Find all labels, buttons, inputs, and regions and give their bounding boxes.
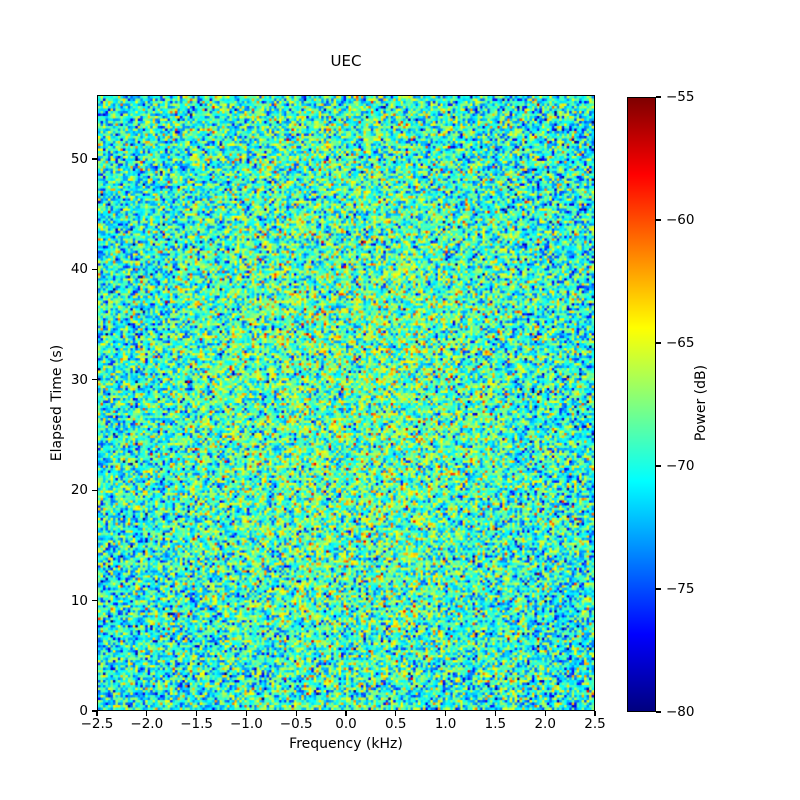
x-tick-label: 1.0 bbox=[434, 716, 457, 732]
x-tick-mark bbox=[96, 711, 98, 716]
chart-title: UEC bbox=[330, 52, 362, 70]
colorbar-tick-label: −65 bbox=[666, 335, 695, 351]
colorbar-tick-mark bbox=[656, 96, 661, 98]
x-tick-label: −0.5 bbox=[279, 716, 313, 732]
x-tick-mark bbox=[395, 711, 397, 716]
y-tick-mark bbox=[92, 600, 97, 602]
y-tick-mark bbox=[92, 268, 97, 270]
x-axis-label: Frequency (kHz) bbox=[289, 736, 403, 752]
colorbar-tick-label: −80 bbox=[666, 704, 695, 720]
x-tick-mark bbox=[146, 711, 148, 716]
y-tick-mark bbox=[92, 158, 97, 160]
heatmap-plot bbox=[97, 95, 595, 711]
y-tick-mark bbox=[92, 710, 97, 712]
y-tick-label: 20 bbox=[70, 482, 88, 499]
x-tick-mark bbox=[196, 711, 198, 716]
x-tick-label: −1.0 bbox=[230, 716, 263, 732]
x-tick-mark bbox=[544, 711, 546, 716]
x-tick-mark bbox=[245, 711, 247, 716]
y-axis-label: Elapsed Time (s) bbox=[49, 344, 65, 462]
x-tick-mark bbox=[594, 711, 596, 716]
x-tick-mark bbox=[494, 711, 496, 716]
colorbar-tick-label: −60 bbox=[666, 212, 695, 228]
y-tick-label: 10 bbox=[70, 592, 88, 609]
y-tick-label: 40 bbox=[70, 261, 88, 278]
x-tick-label: 2.0 bbox=[534, 716, 556, 732]
colorbar-tick-label: −70 bbox=[666, 458, 695, 474]
colorbar-tick-label: −55 bbox=[666, 89, 695, 105]
x-tick-mark bbox=[445, 711, 447, 716]
x-tick-label: 0.0 bbox=[335, 716, 357, 732]
y-tick-label: 0 bbox=[79, 703, 88, 719]
colorbar-tick-label: −75 bbox=[666, 581, 695, 597]
colorbar-tick-mark bbox=[656, 711, 661, 713]
heatmap-canvas bbox=[98, 96, 594, 710]
x-tick-label: −1.5 bbox=[180, 716, 213, 732]
y-tick-mark bbox=[92, 489, 97, 491]
x-tick-label: −2.5 bbox=[80, 716, 114, 732]
colorbar-tick-mark bbox=[656, 588, 661, 590]
y-tick-label: 50 bbox=[70, 151, 88, 168]
y-tick-mark bbox=[92, 379, 97, 381]
x-tick-mark bbox=[345, 711, 347, 716]
colorbar-tick-mark bbox=[656, 219, 661, 221]
x-tick-label: 2.5 bbox=[584, 716, 606, 732]
colorbar-tick-mark bbox=[656, 342, 661, 344]
x-tick-label: 0.5 bbox=[385, 716, 407, 732]
colorbar-tick-mark bbox=[656, 465, 661, 467]
y-tick-label: 30 bbox=[70, 371, 88, 388]
x-tick-label: −2.0 bbox=[130, 716, 164, 732]
colorbar-label: Power (dB) bbox=[693, 364, 709, 442]
colorbar bbox=[627, 97, 656, 712]
x-tick-label: 1.5 bbox=[484, 716, 507, 732]
x-tick-mark bbox=[295, 711, 297, 716]
